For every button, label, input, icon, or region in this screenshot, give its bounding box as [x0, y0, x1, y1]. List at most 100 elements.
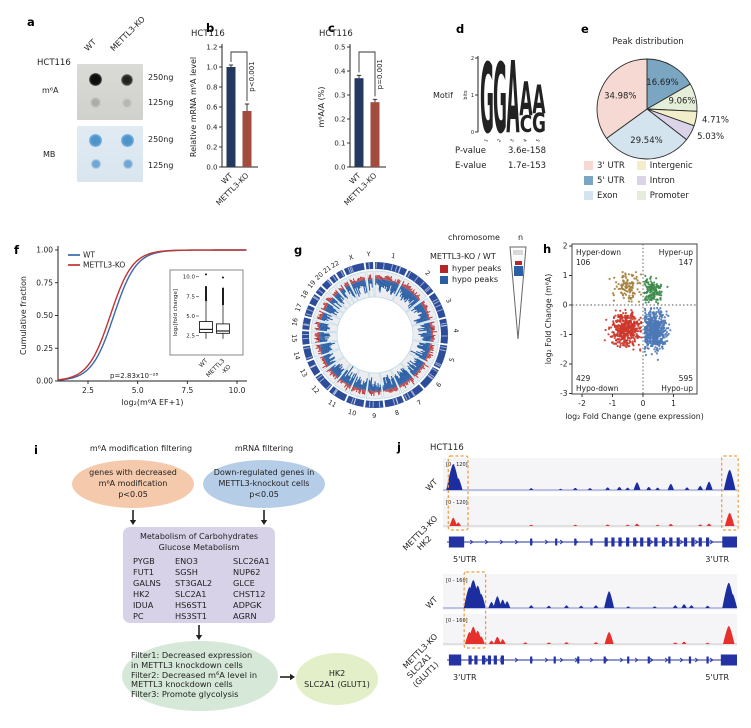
hyper-bar [405, 381, 409, 385]
coverage-peak [705, 605, 710, 608]
panel-letter-f: f [14, 243, 20, 257]
hyper-bar [325, 365, 329, 368]
scatter-point [638, 318, 641, 321]
hyper-bar [407, 285, 411, 290]
scatter-point [611, 341, 614, 344]
pie-legend-item: Intron [636, 173, 693, 188]
hypo-bar [337, 372, 342, 378]
coverage-peak [587, 488, 593, 490]
scatter-point [621, 323, 624, 326]
pie-legend-item: Intergenic [636, 158, 693, 173]
hypo-bar [407, 362, 419, 372]
scatter-point [615, 281, 618, 284]
dot-blot-m6a [77, 64, 143, 120]
flow-arrowhead [290, 673, 295, 681]
text-line: m⁶A modification [98, 479, 168, 488]
scatter-point [622, 332, 626, 336]
hyper-bar [326, 302, 329, 305]
scatter-point [637, 300, 641, 303]
y-tick-label: -3 [560, 389, 568, 398]
mark [368, 262, 370, 269]
scatter-point [619, 320, 622, 324]
scatter-point [630, 322, 633, 326]
scatter-point [630, 281, 634, 284]
chromosome-ideogram [329, 386, 348, 402]
pie-value-label: 4.71% [702, 116, 729, 126]
hyper-bar [416, 294, 421, 298]
motif-x-tick: 2 [496, 138, 503, 144]
motif-letter-G: G [480, 44, 494, 155]
scatter-point [644, 345, 647, 349]
mark [410, 390, 415, 397]
scatter-point [649, 335, 652, 338]
hypo-bar [321, 316, 328, 320]
scatter-point [612, 317, 616, 320]
exon [706, 656, 709, 664]
scatter-point [633, 337, 636, 340]
scatter-point [654, 341, 657, 344]
significance-bracket [358, 51, 376, 97]
scatter-point [623, 292, 626, 295]
hypo-bar [413, 315, 428, 322]
hyper-bar [316, 316, 322, 319]
hyper-bar [427, 353, 434, 356]
hypo-bar [401, 287, 406, 293]
scatter-point [636, 337, 639, 340]
scatter-point [639, 320, 643, 324]
hypo-bar [417, 344, 430, 349]
amount-label: 125ng [148, 161, 174, 170]
scatter-point [644, 309, 647, 312]
chromosome-label: 15 [290, 334, 298, 343]
chromosome-label: 7 [415, 398, 423, 407]
hyper-bar [325, 298, 331, 303]
hypo-bar [322, 313, 328, 317]
hypo-bar [411, 364, 419, 371]
scatter-point [639, 316, 642, 319]
hyper-bar [389, 276, 393, 282]
scatter-point [662, 341, 665, 344]
pie-slice-Exon [605, 108, 688, 160]
scatter-point [636, 330, 639, 333]
strand-arrow [709, 539, 714, 545]
hypo-bar [380, 279, 384, 287]
scatter-point [626, 283, 629, 286]
dot-blot-mb [77, 126, 143, 182]
strand-arrow [709, 657, 714, 663]
mark [332, 275, 337, 282]
hyper-bar [340, 284, 344, 290]
hypo-bar [335, 368, 343, 376]
scatter-point [643, 307, 647, 310]
exon [604, 537, 608, 547]
hypo-bar [408, 296, 417, 304]
scatter-point [632, 344, 635, 347]
scatter-point [622, 296, 625, 300]
hyper-bar [429, 347, 434, 350]
coverage-peak [493, 636, 501, 644]
gene-list-grid: PYGB ENO3 SLC26A1 FUT1 SGSH NUP62 GALNS ST3GAL2… [133, 556, 279, 622]
y-tick-label: 0.0 [206, 164, 217, 172]
scatter-point [643, 298, 646, 301]
hyper-bar [338, 287, 342, 292]
mark [398, 267, 402, 273]
hyper-bar [345, 384, 350, 391]
scatter-point [660, 329, 663, 332]
hyper-bar [329, 297, 333, 300]
hyper-bar [401, 281, 405, 286]
mark [440, 324, 447, 327]
chromosome-ideogram [302, 317, 311, 330]
legend-swatch [440, 264, 448, 273]
hyper-bar [322, 359, 325, 362]
scatter-point [632, 348, 635, 351]
chromosome-label: 11 [327, 398, 338, 409]
chromosome-label: 12 [310, 384, 321, 396]
scatter-point [628, 288, 631, 291]
chromosome-label: 13 [298, 367, 309, 378]
mark [513, 250, 523, 255]
coverage-peak [593, 605, 599, 608]
y-tick-label: 0.25 [36, 344, 53, 353]
mark [350, 397, 354, 404]
scatter-point [657, 329, 660, 332]
hyper-bar [333, 293, 336, 296]
hypo-bar [400, 289, 409, 301]
mark [303, 347, 310, 350]
